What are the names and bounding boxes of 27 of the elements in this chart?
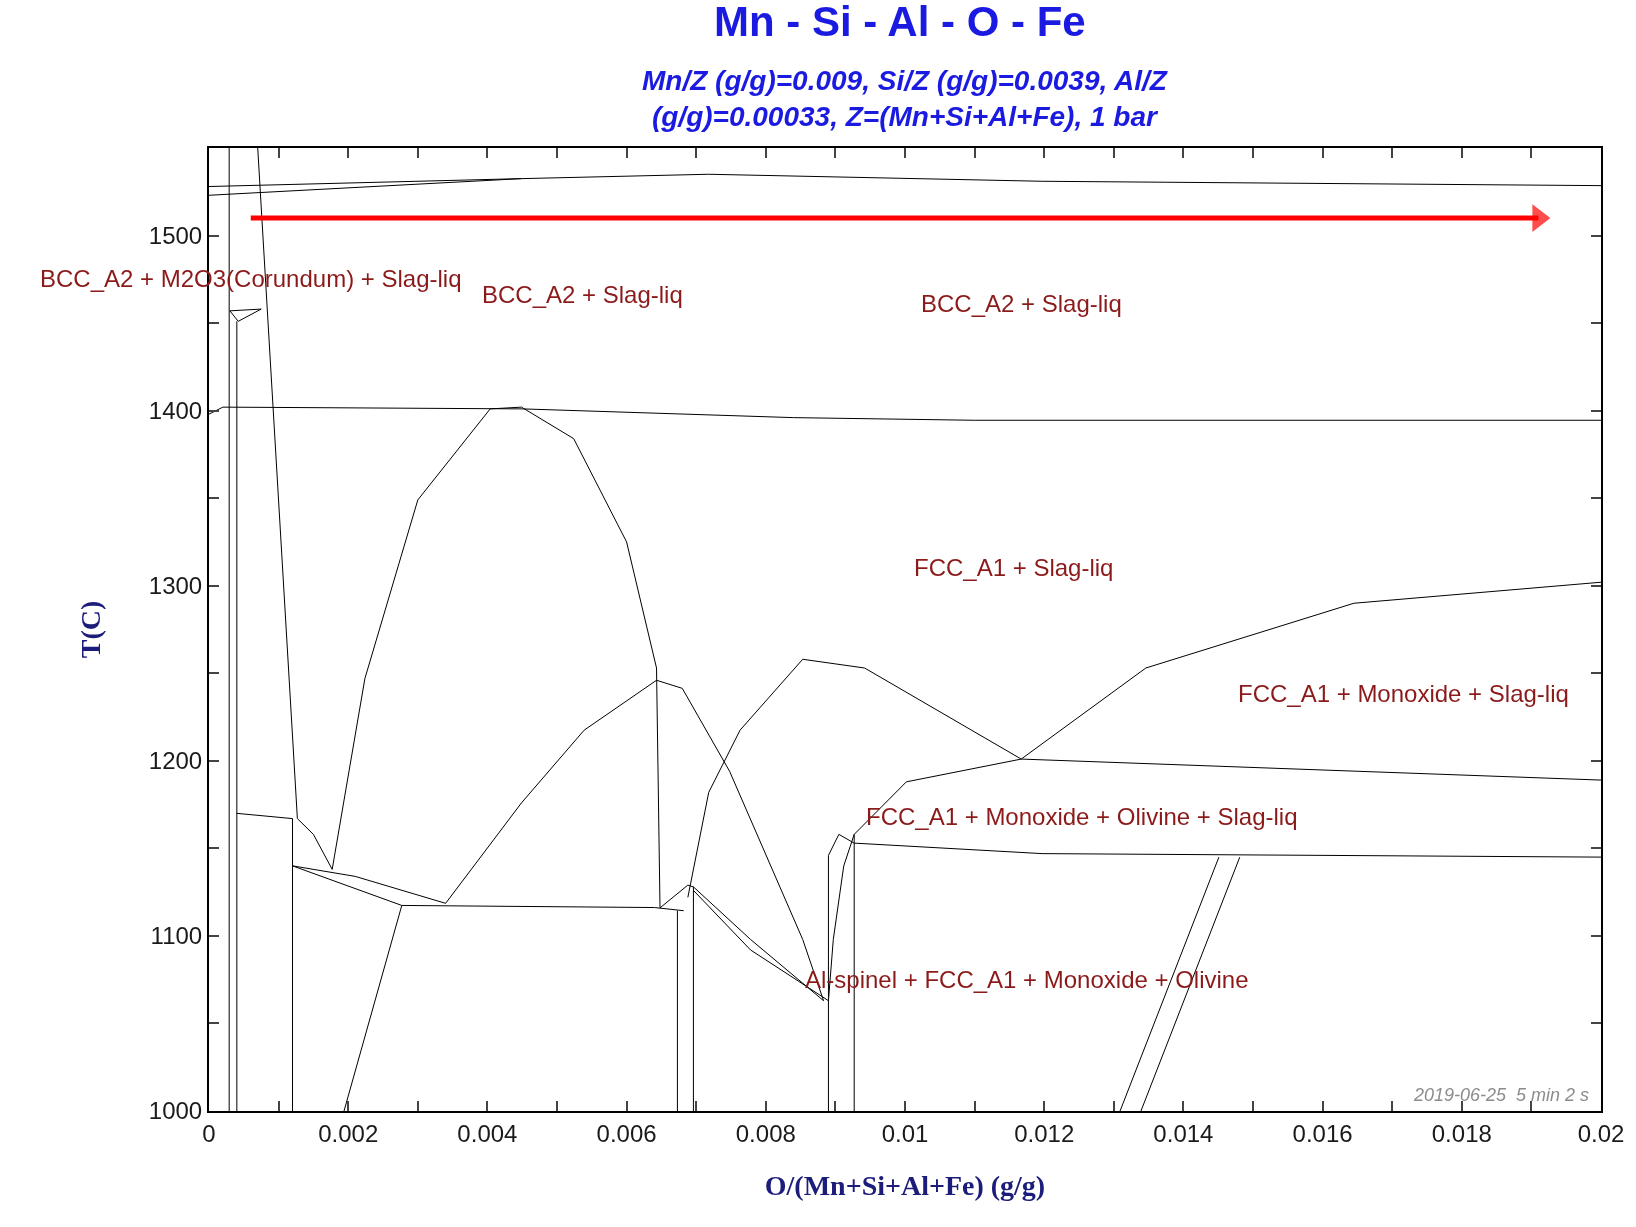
y-tick-label: 1300 [148,572,203,600]
y-tick-label: 1200 [148,747,203,775]
annotation: BCC_A2 + Slag-liq [482,281,683,308]
x-tick-label: 0.016 [1292,1119,1353,1147]
y-tick-label: 1400 [148,397,203,425]
chart-title: Mn - Si - Al - O - Fe [713,0,1086,45]
annotation: 2019-06-25 5 min 2 s [1413,1085,1590,1105]
y-tick-label: 1000 [148,1097,203,1125]
x-tick-label: 0 [202,1119,216,1147]
annotation: FCC_A1 + Monoxide + Slag-liq [1238,680,1569,707]
annotation: BCC_A2 + Slag-liq [921,290,1122,317]
x-tick-label: 0.018 [1431,1119,1492,1147]
x-tick-label: 0.012 [1014,1119,1075,1147]
x-tick-label: 0.002 [318,1119,379,1147]
x-tick-label: 0.006 [596,1119,657,1147]
x-tick-label: 0.01 [881,1119,929,1147]
x-axis-title: O/(Mn+Si+Al+Fe) (g/g) [764,1170,1046,1202]
y-axis-title: T(C) [75,600,107,659]
x-tick-label: 0.014 [1153,1119,1214,1147]
x-tick-label: 0.004 [457,1119,518,1147]
chart-subtitle: Mn/Z (g/g)=0.009, Si/Z (g/g)=0.0039, Al/Z (g/g)=0.00033, Z=(Mn+Si+Al+Fe), 1 bar [642,65,1168,133]
annotation: FCC_A1 + Monoxide + Olivine + Slag-liq [866,803,1298,830]
annotation: FCC_A1 + Slag-liq [914,554,1114,581]
y-tick-label: 1500 [148,221,203,249]
x-tick-label: 0.008 [735,1119,796,1147]
x-tick-label: 0.02 [1577,1119,1625,1147]
y-tick-label: 1100 [150,922,203,950]
